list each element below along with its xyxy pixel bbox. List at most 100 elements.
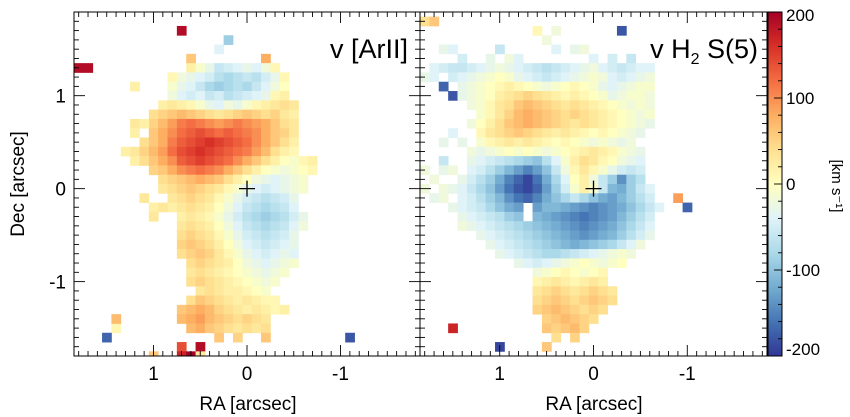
velocity-pixel	[635, 211, 646, 222]
velocity-pixel	[466, 146, 477, 157]
velocity-pixel	[204, 156, 215, 166]
velocity-pixel	[607, 72, 618, 83]
velocity-pixel	[251, 137, 262, 148]
velocity-pixel	[560, 137, 571, 148]
velocity-pixel	[186, 165, 196, 176]
velocity-pixel	[270, 156, 281, 166]
colorbar-step	[768, 70, 782, 73]
colorbar-step	[768, 76, 782, 79]
velocity-pixel	[186, 100, 196, 111]
velocity-pixel	[466, 100, 477, 111]
velocity-pixel	[616, 249, 627, 259]
velocity-pixel	[139, 146, 150, 157]
velocity-pixel	[551, 239, 562, 250]
velocity-pixel	[457, 72, 468, 83]
velocity-pixel	[186, 156, 196, 166]
velocity-pixel	[607, 156, 618, 166]
velocity-pixel	[270, 165, 281, 176]
velocity-pixel	[626, 230, 637, 241]
velocity-pixel	[270, 109, 281, 120]
velocity-pixel	[579, 128, 590, 138]
colorbar-tick-label: -200	[786, 340, 820, 359]
colorbar-step	[768, 216, 782, 219]
velocity-pixel	[448, 202, 458, 213]
velocity-pixel	[495, 118, 505, 129]
velocity-pixel	[523, 137, 533, 148]
velocity-pixel	[457, 221, 468, 231]
velocity-pixel	[607, 193, 618, 203]
velocity-pixel	[270, 174, 281, 185]
velocity-pixel	[261, 276, 271, 287]
velocity-pixel	[616, 72, 627, 83]
velocity-pixel	[223, 81, 234, 92]
velocity-pixel	[504, 221, 515, 231]
panel-title: v H2 S(5)	[650, 34, 758, 68]
velocity-pixel	[289, 146, 299, 157]
velocity-pixel	[120, 146, 131, 157]
velocity-pixel	[504, 193, 515, 203]
velocity-pixel	[551, 44, 562, 55]
velocity-pixel	[551, 276, 562, 287]
velocity-pixel	[598, 156, 608, 166]
velocity-pixel	[214, 146, 225, 157]
velocity-pixel	[251, 249, 262, 259]
velocity-pixel	[532, 267, 543, 278]
colorbar-step	[768, 206, 782, 209]
colorbar-step	[768, 228, 782, 231]
velocity-pixel	[270, 221, 281, 231]
colorbar-step	[768, 248, 782, 251]
velocity-pixel	[195, 211, 206, 222]
velocity-pixel	[242, 249, 253, 259]
velocity-pixel	[551, 221, 562, 231]
velocity-pixel	[588, 211, 599, 222]
velocity-pixel	[626, 128, 637, 138]
velocity-pixel	[570, 174, 580, 185]
velocity-pixel	[279, 165, 290, 176]
velocity-pixel	[167, 146, 178, 157]
velocity-pixel	[457, 63, 468, 73]
velocity-pixel	[513, 239, 524, 250]
velocity-pixel	[176, 193, 187, 203]
velocity-pixel	[541, 72, 552, 83]
velocity-pixel	[232, 239, 243, 250]
velocity-pixel	[261, 239, 271, 250]
velocity-pixel	[214, 109, 225, 120]
velocity-pixel	[186, 128, 196, 138]
velocity-pixel	[232, 332, 243, 343]
colorbar-step	[768, 212, 782, 215]
velocity-pixel	[214, 193, 225, 203]
colorbar-step	[768, 46, 782, 49]
velocity-pixel	[560, 118, 571, 129]
x-tick-label: 0	[588, 364, 599, 385]
velocity-pixel	[242, 63, 253, 73]
velocity-pixel	[232, 258, 243, 269]
velocity-pixel	[214, 221, 225, 231]
colorbar-step	[768, 50, 782, 53]
colorbar-step	[768, 354, 782, 357]
velocity-pixel	[251, 221, 262, 231]
velocity-pixel	[261, 146, 271, 157]
colorbar-step	[768, 16, 782, 19]
velocity-pixel	[607, 202, 618, 213]
colorbar-step	[768, 324, 782, 327]
colorbar-step	[768, 52, 782, 55]
title-subscript: 2	[691, 51, 700, 68]
velocity-pixel	[232, 109, 243, 120]
colorbar-step	[768, 44, 782, 47]
velocity-pixel	[148, 146, 159, 157]
colorbar-step	[768, 320, 782, 323]
velocity-pixel	[261, 211, 271, 222]
velocity-pixel	[541, 314, 552, 324]
velocity-pixel	[560, 174, 571, 185]
velocity-pixel	[523, 72, 533, 83]
velocity-pixel	[158, 165, 168, 176]
velocity-pixel	[476, 118, 487, 129]
velocity-pixel	[551, 156, 562, 166]
velocity-pixel	[541, 109, 552, 120]
colorbar-step	[768, 326, 782, 329]
velocity-pixel	[232, 146, 243, 157]
velocity-pixel	[504, 146, 515, 157]
colorbar-step	[768, 294, 782, 297]
velocity-pixel	[588, 81, 599, 92]
velocity-pixel	[270, 202, 281, 213]
